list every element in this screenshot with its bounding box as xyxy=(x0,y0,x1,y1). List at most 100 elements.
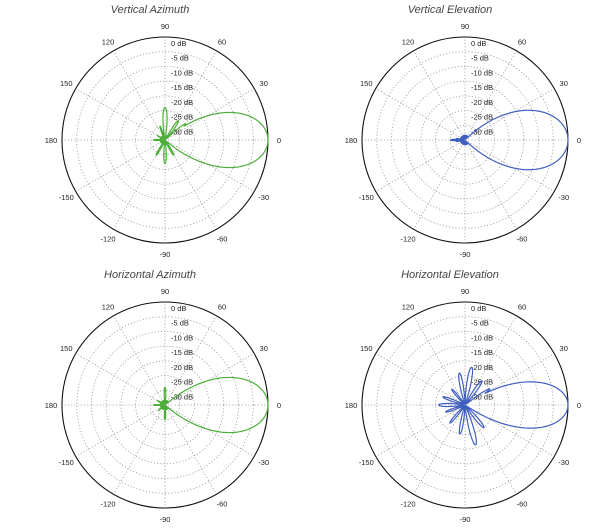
grid-ring xyxy=(391,331,539,479)
radial-tick-label: -10 dB xyxy=(171,333,193,342)
grid-ring xyxy=(420,95,510,185)
angle-tick-label: 30 xyxy=(560,344,568,353)
angle-tick-label: -150 xyxy=(59,458,74,467)
grid-ring xyxy=(76,51,254,229)
grid-spoke xyxy=(75,353,166,406)
radial-tick-label: -25 dB xyxy=(171,113,193,122)
grid-spoke xyxy=(164,315,217,406)
radial-tick-label: -10 dB xyxy=(471,68,493,77)
radial-tick-label: -10 dB xyxy=(471,333,493,342)
angle-tick-label: -120 xyxy=(400,500,415,509)
angle-tick-label: -120 xyxy=(100,235,115,244)
angle-tick-label: 60 xyxy=(518,37,526,46)
radial-tick-label: 0 dB xyxy=(171,39,186,48)
angle-tick-label: 120 xyxy=(102,302,115,311)
angle-tick-label: -60 xyxy=(217,235,228,244)
radial-tick-label: 0 dB xyxy=(471,39,486,48)
grid-spoke xyxy=(164,404,255,457)
radial-tick-label: -5 dB xyxy=(171,54,189,63)
grid-spoke xyxy=(75,139,166,192)
grid-spoke xyxy=(75,88,166,141)
angle-tick-label: -30 xyxy=(258,193,269,202)
grid-ring xyxy=(420,360,510,450)
angle-tick-label: 0 xyxy=(577,136,581,145)
angle-tick-label: -150 xyxy=(359,458,374,467)
grid-spoke xyxy=(113,404,166,495)
angle-tick-label: 150 xyxy=(360,79,373,88)
angle-tick-label: 120 xyxy=(102,37,115,46)
grid-spoke xyxy=(464,88,555,141)
grid-spoke xyxy=(75,404,166,457)
angle-tick-label: 60 xyxy=(518,302,526,311)
grid-spoke xyxy=(464,353,555,406)
grid-ring xyxy=(405,345,525,465)
grid-spoke xyxy=(464,404,517,495)
angle-tick-label: -150 xyxy=(59,193,74,202)
grid-spoke xyxy=(164,404,217,495)
angle-tick-label: 90 xyxy=(161,287,169,296)
grid-ring xyxy=(391,66,539,214)
grid-spoke xyxy=(113,315,166,406)
radial-tick-label: -5 dB xyxy=(471,54,489,63)
angle-tick-label: 120 xyxy=(402,302,415,311)
polar-plot: 0 30 60 90 120 150 180 -150 -120 -90 -60 -30 0 dB -5 … xyxy=(45,287,281,524)
angle-tick-label: 90 xyxy=(461,287,469,296)
radial-tick-label: -20 dB xyxy=(171,98,193,107)
grid-spoke xyxy=(375,404,466,457)
grid-spoke xyxy=(413,315,466,406)
radial-tick-label: -5 dB xyxy=(171,319,189,328)
angle-tick-label: -90 xyxy=(160,515,171,524)
grid-spoke xyxy=(113,50,166,141)
chart-title: Horizontal Elevation xyxy=(401,269,499,281)
angle-tick-label: 90 xyxy=(461,22,469,31)
grid-ring xyxy=(76,316,254,494)
radial-tick-label: -30 dB xyxy=(171,392,193,401)
angle-tick-label: 0 xyxy=(577,401,581,410)
angle-tick-label: 180 xyxy=(345,136,358,145)
angle-tick-label: -60 xyxy=(517,500,528,509)
radial-tick-label: -5 dB xyxy=(471,319,489,328)
angle-tick-label: 180 xyxy=(45,401,58,410)
grid-ring xyxy=(105,80,225,200)
grid-spoke xyxy=(164,139,255,192)
radial-tick-label: -30 dB xyxy=(171,127,193,136)
grid-spoke xyxy=(375,88,466,141)
angle-tick-label: 150 xyxy=(60,79,73,88)
polar-plot: 0 30 60 90 120 150 180 -150 -120 -90 -60 -30 0 dB -5 … xyxy=(345,287,581,524)
radial-tick-label: -20 dB xyxy=(471,363,493,372)
angle-tick-label: -30 xyxy=(558,193,569,202)
polar-plot: 0 30 60 90 120 150 180 -150 -120 -90 -60 -30 0 dB -5 … xyxy=(345,22,581,259)
radial-tick-label: -10 dB xyxy=(171,68,193,77)
chart-panel-vertical-elevation: Vertical Elevation 0 30 60 90 120 150 180 -150 -… xyxy=(300,0,600,265)
grid-ring xyxy=(105,345,225,465)
radial-tick-label: -30 dB xyxy=(471,392,493,401)
grid-spoke xyxy=(375,353,466,406)
grid-spoke xyxy=(164,88,255,141)
angle-tick-label: -120 xyxy=(100,500,115,509)
angle-tick-label: 0 xyxy=(277,401,281,410)
angle-tick-label: 30 xyxy=(560,79,568,88)
grid-spoke xyxy=(413,50,466,141)
grid-ring xyxy=(120,95,210,185)
radial-tick-label: -15 dB xyxy=(171,83,193,92)
polar-plot: 0 30 60 90 120 150 180 -150 -120 -90 -60 -30 0 dB -5 … xyxy=(45,22,281,259)
angle-tick-label: -60 xyxy=(217,500,228,509)
angle-tick-label: 120 xyxy=(402,37,415,46)
pattern-trace xyxy=(152,107,269,169)
radial-tick-label: -15 dB xyxy=(171,348,193,357)
angle-tick-label: 150 xyxy=(60,344,73,353)
grid-spoke xyxy=(164,353,255,406)
grid-ring xyxy=(449,389,481,421)
chart-title: Vertical Azimuth xyxy=(110,4,190,16)
grid-spoke xyxy=(413,404,466,495)
pattern-trace xyxy=(449,109,569,171)
angle-tick-label: -120 xyxy=(400,235,415,244)
angle-tick-label: 0 xyxy=(277,136,281,145)
radial-tick-label: -30 dB xyxy=(471,127,493,136)
angle-tick-label: 60 xyxy=(218,37,226,46)
radial-tick-label: -15 dB xyxy=(471,83,493,92)
radial-tick-label: -15 dB xyxy=(471,348,493,357)
grid-ring xyxy=(91,331,239,479)
radial-tick-label: -25 dB xyxy=(471,113,493,122)
pattern-trace xyxy=(152,376,269,434)
